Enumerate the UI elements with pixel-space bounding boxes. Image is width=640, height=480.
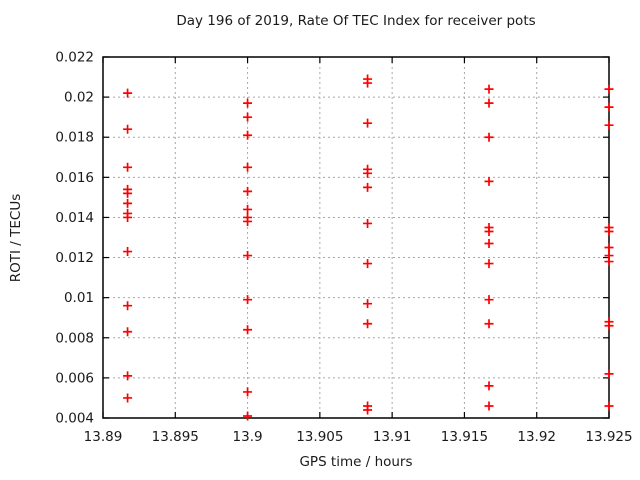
data-point-marker bbox=[123, 124, 133, 134]
data-point-marker bbox=[243, 411, 253, 421]
data-point-marker bbox=[123, 327, 133, 337]
data-point-marker bbox=[243, 216, 253, 226]
plot-border bbox=[102, 56, 610, 419]
data-point-marker bbox=[363, 405, 373, 415]
x-axis-label: GPS time / hours bbox=[299, 454, 413, 470]
data-point-marker bbox=[123, 393, 133, 403]
x-tick-label: 13.89 bbox=[84, 429, 123, 445]
axis-ticks bbox=[102, 56, 610, 419]
y-tick-label: 0.006 bbox=[55, 370, 94, 386]
data-point-marker bbox=[363, 319, 373, 329]
y-tick-label: 0.012 bbox=[55, 250, 94, 266]
data-point-marker bbox=[123, 301, 133, 311]
y-tick-label: 0.014 bbox=[55, 210, 94, 226]
y-tick-label: 0.016 bbox=[55, 170, 94, 186]
data-point-marker bbox=[243, 112, 253, 122]
data-point-marker bbox=[604, 401, 614, 411]
data-point-marker bbox=[243, 162, 253, 172]
y-tick-label: 0.01 bbox=[64, 290, 94, 306]
x-tick-labels: 13.89 13.895 13.9 13.905 13.91 13.915 13.92 13.… bbox=[84, 429, 633, 445]
data-point-marker bbox=[363, 218, 373, 228]
data-point-marker bbox=[123, 188, 133, 198]
data-point-marker bbox=[123, 198, 133, 208]
data-point-marker bbox=[243, 204, 253, 214]
x-tick-label: 13.91 bbox=[373, 429, 412, 445]
data-point-marker bbox=[123, 162, 133, 172]
x-tick-label: 13.905 bbox=[296, 429, 343, 445]
data-point-marker bbox=[243, 130, 253, 140]
y-axis-label: ROTI / TECUs bbox=[8, 193, 24, 283]
data-point-marker bbox=[363, 168, 373, 178]
data-point-marker bbox=[363, 78, 373, 88]
data-point-marker bbox=[604, 102, 614, 112]
y-tick-label: 0.018 bbox=[55, 130, 94, 146]
x-tick-label: 13.9 bbox=[233, 429, 263, 445]
data-point-marker bbox=[484, 381, 494, 391]
data-point-marker bbox=[123, 88, 133, 98]
y-tick-label: 0.004 bbox=[55, 411, 94, 427]
data-point-marker bbox=[604, 84, 614, 94]
data-point-marker bbox=[484, 226, 494, 236]
data-point-marker bbox=[484, 401, 494, 411]
data-point-marker bbox=[484, 239, 494, 249]
data-point-marker bbox=[243, 98, 253, 108]
data-point-marker bbox=[604, 226, 614, 236]
x-tick-label: 13.915 bbox=[441, 429, 488, 445]
x-tick-label: 13.895 bbox=[152, 429, 199, 445]
data-point-marker bbox=[243, 186, 253, 196]
data-point-marker bbox=[484, 259, 494, 269]
data-point-marker bbox=[484, 319, 494, 329]
data-point-marker bbox=[123, 212, 133, 222]
data-point-marker bbox=[363, 182, 373, 192]
data-point-marker bbox=[484, 98, 494, 108]
chart-title: Day 196 of 2019, Rate Of TEC Index for r… bbox=[176, 13, 536, 29]
data-point-marker bbox=[604, 321, 614, 331]
data-point-marker bbox=[123, 371, 133, 381]
data-point-marker bbox=[604, 120, 614, 130]
data-point-marker bbox=[484, 84, 494, 94]
data-point-marker bbox=[243, 295, 253, 305]
y-tick-label: 0.008 bbox=[55, 330, 94, 346]
data-point-marker bbox=[243, 325, 253, 335]
y-tick-label: 0.02 bbox=[64, 90, 94, 106]
data-point-marker bbox=[243, 387, 253, 397]
data-point-marker bbox=[484, 295, 494, 305]
y-tick-label: 0.022 bbox=[55, 50, 94, 66]
data-point-marker bbox=[123, 247, 133, 257]
data-point-marker bbox=[484, 176, 494, 186]
data-point-marker bbox=[363, 299, 373, 309]
data-point-marker bbox=[363, 259, 373, 269]
y-tick-labels: 0.004 0.006 0.008 0.01 0.012 0.014 0.016 0.018 0… bbox=[55, 50, 94, 427]
data-point-marker bbox=[363, 118, 373, 128]
data-point-marker bbox=[604, 243, 614, 253]
data-point-marker bbox=[243, 251, 253, 261]
grid-lines bbox=[103, 57, 609, 418]
data-points bbox=[123, 74, 614, 421]
data-point-marker bbox=[484, 132, 494, 142]
x-tick-label: 13.925 bbox=[585, 429, 632, 445]
data-point-marker bbox=[604, 257, 614, 267]
x-tick-label: 13.92 bbox=[517, 429, 556, 445]
data-point-marker bbox=[604, 369, 614, 379]
